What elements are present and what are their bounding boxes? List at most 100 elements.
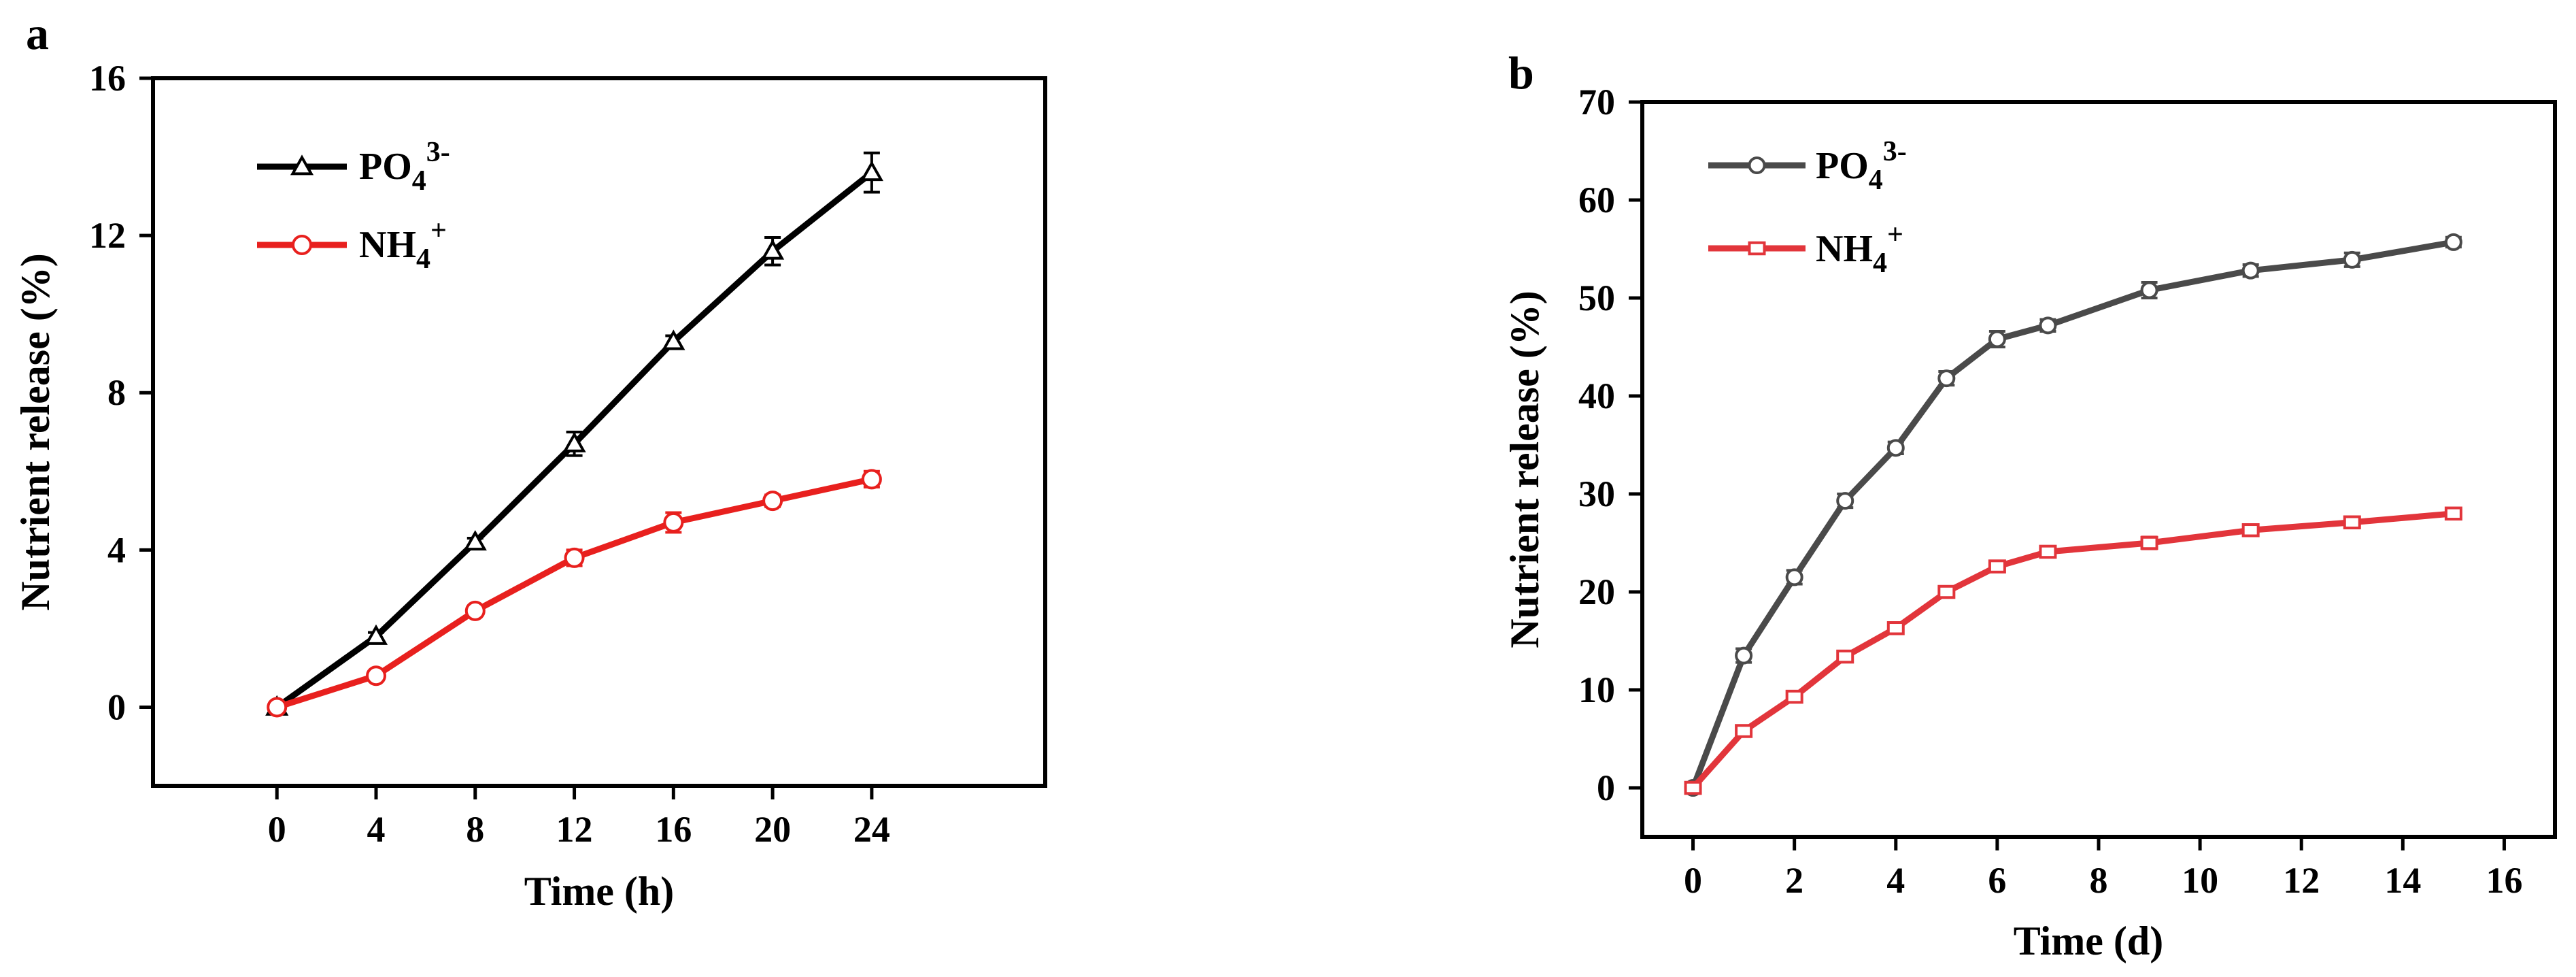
x-axis-title-b: Time (d) — [2014, 918, 2164, 963]
series-b-0-point-10 — [2343, 250, 2361, 269]
x-tick-label-b-0: 0 — [1684, 860, 1702, 901]
series-b-1-point-1 — [1735, 724, 1753, 738]
series-b-0-point-11 — [2444, 233, 2462, 251]
legend-item-po4-a: PO43- — [257, 137, 450, 197]
series-a-0-point-3 — [562, 431, 586, 452]
series-a-1-point-6 — [861, 469, 882, 490]
y-tick-label-a-0: 0 — [107, 686, 126, 727]
series-b-0-point-7 — [2039, 316, 2057, 335]
legend-item-nh4-a: NH4+ — [257, 215, 447, 275]
series-b-1-point-5 — [1937, 584, 1956, 599]
series-b-1-point-0 — [1684, 780, 1702, 795]
x-tick-label-a-20: 20 — [754, 809, 791, 850]
y-axis-title-b: Nutrient release (%) — [1502, 291, 1547, 648]
series-b — [1684, 233, 2462, 797]
legend-label-po4-b: PO43- — [1816, 136, 1907, 196]
legend-marker-po4-b — [1748, 156, 1766, 174]
plot-frame-a — [151, 76, 1047, 788]
series-b-1-point-2 — [1785, 689, 1803, 704]
series-a-0-point-4 — [662, 329, 685, 350]
panel-letter-b: b — [1508, 47, 1534, 99]
series-a-1-point-3 — [564, 547, 585, 568]
legend-b: PO43- NH4+ — [1708, 136, 1907, 279]
y-tick-label-b-30: 30 — [1578, 474, 1615, 514]
y-tick-label-b-50: 50 — [1578, 278, 1615, 318]
series-b-1-point-7 — [2039, 544, 2057, 559]
series-b-0-point-1 — [1735, 646, 1753, 665]
legend-label-nh4-b: NH4+ — [1816, 219, 1903, 279]
series-b-1-point-3 — [1836, 649, 1854, 664]
series-a-1-point-0 — [267, 697, 288, 718]
series-b-1-point-6 — [1988, 559, 2006, 574]
series-b-1-point-8 — [2140, 535, 2158, 550]
series-b-0-point-5 — [1937, 369, 1956, 388]
legend-marker-shape-b-1 — [1748, 241, 1766, 256]
series-a-1-line — [275, 476, 872, 710]
series-a-0-point-5 — [761, 239, 785, 260]
legend-label-po4-a: PO43- — [359, 137, 450, 197]
ticks-b: 0 2 4 6 8 10 12 14 16 0 10 20 30 40 50 60 70 — [1578, 82, 2522, 901]
series-b-1-point-4 — [1886, 621, 1905, 635]
x-tick-label-b-16: 16 — [2486, 860, 2522, 901]
x-tick-label-b-12: 12 — [2283, 860, 2320, 901]
legend-marker-shape-b-0 — [1748, 156, 1766, 174]
plot-frame-b — [1640, 100, 2557, 839]
legend-marker-shape-a-0 — [290, 154, 314, 176]
x-tick-label-b-4: 4 — [1886, 860, 1905, 901]
series-a — [265, 151, 883, 718]
series-a-0-point-6 — [860, 160, 883, 182]
y-tick-label-b-60: 60 — [1578, 180, 1615, 220]
x-tick-label-a-24: 24 — [853, 809, 890, 850]
x-tick-label-a-8: 8 — [466, 809, 484, 850]
x-axis-title-a: Time (h) — [524, 869, 675, 914]
x-tick-label-b-2: 2 — [1785, 860, 1803, 901]
y-axis-title-a: Nutrient release (%) — [13, 253, 58, 610]
y-tick-label-b-10: 10 — [1578, 669, 1615, 710]
legend-marker-shape-a-1 — [292, 235, 312, 255]
x-tick-label-b-10: 10 — [2182, 860, 2218, 901]
x-tick-label-b-8: 8 — [2090, 860, 2108, 901]
series-b-0-point-3 — [1836, 492, 1854, 510]
y-tick-label-a-8: 8 — [107, 372, 126, 413]
ticks-a: 0 4 8 12 16 20 24 0 4 8 12 16 — [89, 58, 890, 850]
series-a-1-point-1 — [366, 665, 386, 686]
series-b-1-point-9 — [2241, 523, 2260, 537]
x-tick-label-a-16: 16 — [655, 809, 692, 850]
legend-marker-nh4-b — [1748, 241, 1766, 256]
x-tick-label-a-4: 4 — [367, 809, 386, 850]
legend-item-nh4-b: NH4+ — [1708, 219, 1903, 279]
chart-panel-a: a 0 4 8 12 16 20 24 0 4 8 12 16 Time (h) Nutrient r… — [13, 7, 1047, 914]
legend-item-po4-b: PO43- — [1708, 136, 1907, 196]
y-tick-label-b-70: 70 — [1578, 82, 1615, 122]
series-a-1-point-5 — [762, 491, 783, 512]
series-a-1-point-2 — [464, 600, 486, 621]
x-tick-label-a-12: 12 — [556, 809, 593, 850]
series-a-0-point-1 — [364, 624, 388, 645]
series-b-0-point-9 — [2241, 261, 2260, 280]
legend-a: PO43- NH4+ — [257, 137, 450, 275]
y-tick-label-a-4: 4 — [107, 529, 126, 570]
y-tick-label-b-40: 40 — [1578, 376, 1615, 416]
y-tick-label-b-0: 0 — [1597, 767, 1615, 808]
y-tick-label-a-12: 12 — [89, 215, 126, 256]
legend-marker-po4-a — [290, 154, 314, 176]
series-b-0-point-6 — [1988, 330, 2006, 348]
series-b-0-point-8 — [2140, 281, 2158, 299]
y-tick-label-a-16: 16 — [89, 58, 126, 99]
series-a-0-point-2 — [463, 530, 487, 551]
series-b-1-point-11 — [2444, 506, 2462, 521]
legend-label-nh4-a: NH4+ — [359, 215, 447, 275]
legend-marker-nh4-a — [292, 235, 312, 255]
panel-letter-a: a — [26, 7, 49, 59]
series-b-0-point-2 — [1785, 568, 1803, 586]
series-b-0-point-4 — [1886, 439, 1905, 457]
series-b-1-point-10 — [2343, 515, 2361, 530]
x-tick-label-b-14: 14 — [2384, 860, 2421, 901]
series-a-1-point-4 — [663, 512, 684, 533]
series-b-0-line — [1690, 239, 2454, 789]
x-tick-label-a-0: 0 — [268, 809, 286, 850]
y-tick-label-b-20: 20 — [1578, 572, 1615, 612]
x-tick-label-b-6: 6 — [1988, 860, 2006, 901]
